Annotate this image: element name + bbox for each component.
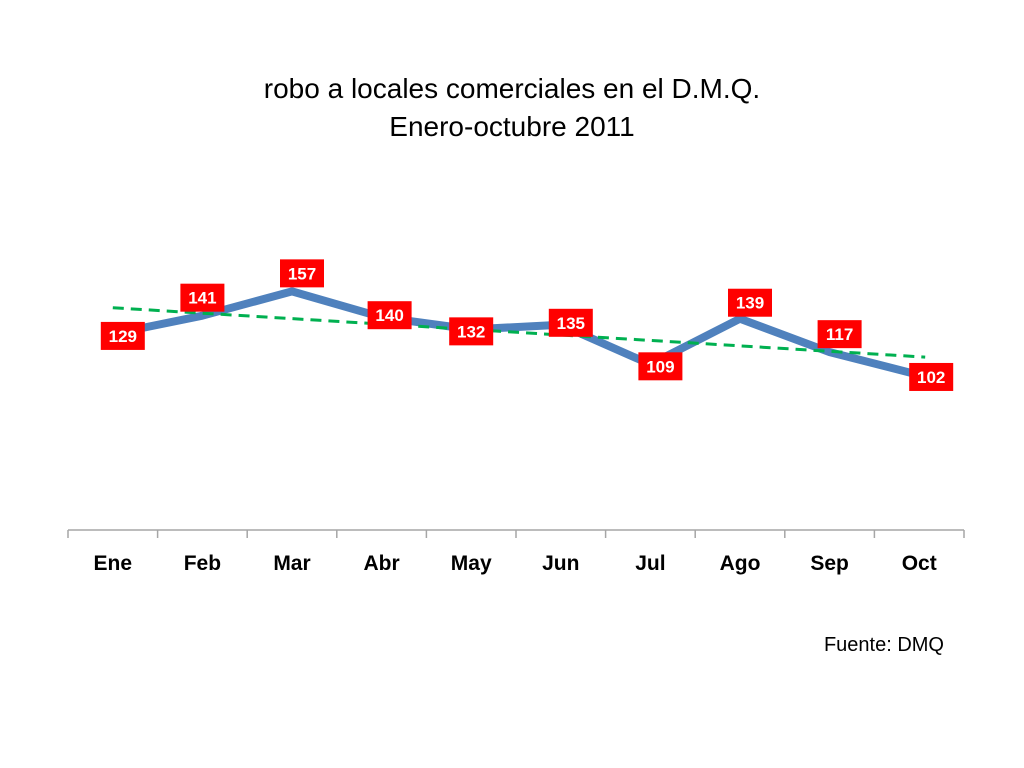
data-label: 132 xyxy=(457,322,485,341)
data-point xyxy=(289,288,295,295)
data-label-box xyxy=(728,288,772,317)
data-label-box xyxy=(180,283,225,312)
data-label: 141 xyxy=(188,289,216,308)
data-label: 109 xyxy=(646,357,674,376)
data-label: 139 xyxy=(736,294,764,313)
data-label: 129 xyxy=(109,327,137,346)
x-tick-label: Mar xyxy=(273,552,310,575)
data-label-box xyxy=(909,362,954,391)
data-label-box xyxy=(280,259,324,288)
data-point xyxy=(826,349,833,356)
x-tick-label: Ene xyxy=(94,552,133,575)
chart-title: robo a locales comerciales en el D.M.Q. … xyxy=(0,70,1024,146)
x-tick-label: Jun xyxy=(542,552,579,575)
source-note: Fuente: DMQ xyxy=(823,634,944,656)
x-tick-label: May xyxy=(451,552,492,575)
data-label-box xyxy=(100,321,145,350)
x-tick-label: Sep xyxy=(810,552,849,575)
data-label: 140 xyxy=(375,306,403,325)
data-label: 157 xyxy=(288,264,316,283)
data-point xyxy=(737,315,743,322)
x-tick-label: Oct xyxy=(902,552,937,575)
trend-line xyxy=(112,306,926,359)
x-tick-label: Feb xyxy=(184,552,221,575)
data-label-box xyxy=(548,308,593,337)
chart-subtitle: Enero-octubre 2011 xyxy=(389,111,635,142)
data-label-box xyxy=(367,301,412,330)
x-tick-label: Ago xyxy=(720,552,761,575)
data-label: 135 xyxy=(557,314,585,333)
x-tick-label: Abr xyxy=(364,552,400,575)
chart-title-line: robo a locales comerciales en el D.M.Q. xyxy=(263,73,761,104)
data-label: 102 xyxy=(917,368,945,387)
series-line xyxy=(108,287,924,379)
data-label-box xyxy=(638,352,683,381)
data-label-box xyxy=(449,317,494,346)
x-tick-label: Jul xyxy=(635,552,665,575)
data-label-box xyxy=(817,320,862,349)
data-label: 117 xyxy=(826,325,853,344)
